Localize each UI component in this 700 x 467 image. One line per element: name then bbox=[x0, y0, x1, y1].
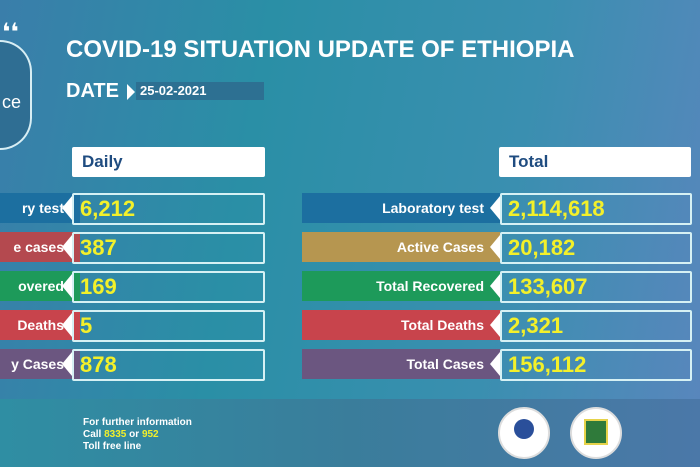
info-line: For further information bbox=[83, 417, 192, 428]
date-value: 25-02-2021 bbox=[140, 83, 207, 98]
pointer-icon bbox=[62, 313, 72, 337]
pointer-icon bbox=[490, 196, 500, 220]
ministry-seal bbox=[570, 407, 622, 459]
pointer-icon bbox=[62, 196, 72, 220]
phone-number: 952 bbox=[141, 429, 159, 440]
daily-value: 387 bbox=[72, 232, 265, 264]
total-label: Total Cases bbox=[302, 349, 500, 379]
total-value: 2,114,618 bbox=[500, 193, 692, 225]
daily-value: 169 bbox=[72, 271, 265, 303]
date-label: DATE bbox=[66, 80, 119, 102]
or-text: or bbox=[129, 429, 140, 440]
total-value: 20,182 bbox=[500, 232, 692, 264]
pointer-icon bbox=[62, 352, 72, 376]
total-value: 156,112 bbox=[500, 349, 692, 381]
pointer-icon bbox=[62, 274, 72, 298]
logo-text: ce bbox=[2, 92, 22, 112]
pointer-icon bbox=[490, 235, 500, 259]
toll-free-text: Toll free line bbox=[83, 441, 142, 452]
total-label: Active Cases bbox=[302, 232, 500, 262]
ephi-logo bbox=[498, 407, 550, 459]
daily-value: 878 bbox=[72, 349, 265, 381]
total-label: Total Recovered bbox=[302, 271, 500, 301]
pointer-icon bbox=[62, 235, 72, 259]
total-value: 2,321 bbox=[500, 310, 692, 342]
date-box bbox=[136, 82, 264, 100]
total-label: Laboratory test bbox=[302, 193, 500, 223]
pointer-icon bbox=[490, 352, 500, 376]
total-label: Total Deaths bbox=[302, 310, 500, 340]
pointer-icon bbox=[490, 313, 500, 337]
quote-icon: ❛❛ bbox=[2, 19, 19, 46]
daily-heading: Daily bbox=[72, 147, 265, 177]
call-text: Call bbox=[83, 429, 102, 440]
arrow-icon bbox=[127, 84, 135, 100]
daily-value: 5 bbox=[72, 310, 265, 342]
pointer-icon bbox=[490, 274, 500, 298]
total-value: 133,607 bbox=[500, 271, 692, 303]
phone-number: 8335 bbox=[104, 429, 127, 440]
logo-circle bbox=[0, 40, 32, 150]
total-heading: Total bbox=[499, 147, 691, 177]
contact-info: For further information Call 8335 or 952… bbox=[83, 417, 192, 453]
daily-value: 6,212 bbox=[72, 193, 265, 225]
page-title: COVID-19 SITUATION UPDATE OF ETHIOPIA bbox=[66, 36, 575, 63]
